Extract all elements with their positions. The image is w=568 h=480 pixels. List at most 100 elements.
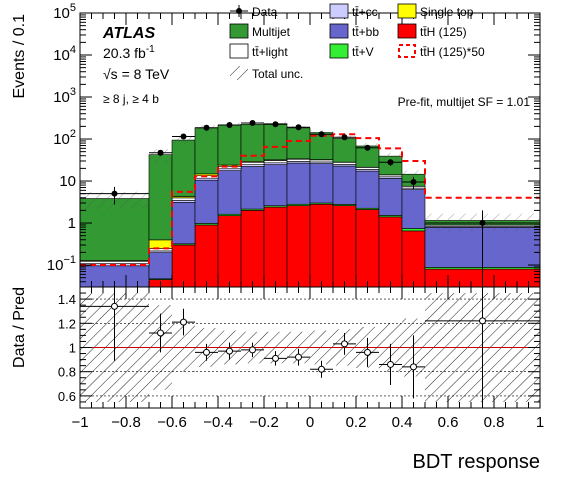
x-tick-label: −0.4: [203, 414, 233, 431]
stack-layer-0: [148, 203, 540, 287]
legend-label: tt̄H (125): [420, 25, 467, 39]
data-marker: [341, 134, 348, 141]
data-point: [287, 124, 310, 131]
legend-swatch: [229, 23, 249, 39]
ratio-marker: [226, 347, 233, 355]
x-tick-label: 1: [536, 414, 544, 431]
ratio-point: [310, 360, 333, 378]
total-unc-hatch: [379, 152, 402, 161]
legend-entry: tt̄+bb: [329, 23, 379, 39]
legend-swatch: [229, 43, 249, 59]
legend-entry: Total unc.: [230, 66, 303, 81]
y-axis-label-ratio: Data / Pred: [11, 287, 28, 368]
legend-swatch: [329, 3, 349, 19]
stack-bar: [194, 179, 219, 224]
stack-bar: [355, 170, 380, 209]
ratio-marker: [479, 317, 486, 325]
y-tick-label: 104: [53, 44, 76, 64]
data-marker: [295, 124, 302, 131]
ratio-point: [356, 337, 379, 367]
y-tick-label: 103: [53, 86, 76, 106]
y-axis-label-main: Events / 0.1: [11, 14, 28, 99]
y-tick-label: 105: [53, 2, 76, 22]
x-axis-label: BDT response: [413, 451, 540, 473]
legend-label: tt̄+bb: [352, 25, 379, 39]
y-tick-label-base: 10: [47, 257, 64, 274]
data-point: [172, 133, 195, 140]
stack-bar: [332, 162, 357, 165]
ratio-marker: [318, 365, 325, 373]
data-marker: [249, 120, 256, 127]
y-tick-label-base: 10: [53, 47, 70, 64]
ratio-point: [287, 348, 310, 366]
data-point: [333, 134, 356, 141]
prefit-label: Pre-fit, multijet SF = 1.01: [398, 95, 531, 109]
stack-bar: [378, 216, 403, 287]
ratio-y-tick-label: 0.6: [58, 389, 76, 404]
stack-bar: [148, 252, 173, 280]
ratio-point: [264, 351, 287, 366]
stack-bar: [263, 164, 288, 207]
legend-label: Single top: [420, 5, 474, 19]
ratio-point: [425, 287, 540, 408]
legend-swatch: [329, 43, 349, 59]
lumi-label: 20.3 fb-1: [103, 44, 155, 61]
ratio-marker: [295, 353, 302, 361]
ratio-marker: [157, 329, 164, 337]
y-tick-label-exp: 3: [70, 86, 76, 98]
x-tick-label: −0.6: [157, 414, 187, 431]
stack-bar: [286, 158, 311, 162]
legend-entry: Multijet: [229, 23, 291, 39]
legend-swatch: [397, 23, 417, 39]
ratio-point: [402, 335, 425, 399]
x-tick-label: 0.6: [438, 414, 459, 431]
stack-bar: [217, 170, 242, 215]
ratio-marker: [364, 348, 371, 356]
ratio-point: [149, 313, 172, 353]
stack-bar: [263, 123, 288, 161]
stack-bar: [309, 159, 334, 163]
ratio-point: [333, 332, 356, 355]
stack-bar: [171, 139, 196, 197]
legend-label: tt̄H (125)*50: [420, 45, 485, 59]
ratio-y-tick-label: 1: [69, 341, 76, 356]
total-unc-hatch: [402, 170, 425, 180]
selection-label: ≥ 8 j, ≥ 4 b: [103, 92, 159, 106]
data-point: [149, 149, 172, 156]
stack-bar: [171, 197, 196, 201]
data-marker: [226, 122, 233, 129]
annotations: ATLAS 20.3 fb-1 √s = 8 TeV ≥ 8 j, ≥ 4 b …: [11, 14, 540, 473]
legend-label: tt̄+cc: [352, 5, 378, 19]
data-point: [218, 122, 241, 129]
y-tick-label-base: 10: [53, 89, 70, 106]
ratio-marker: [387, 360, 394, 368]
stack-bar: [240, 210, 265, 287]
stack-bar: [240, 166, 265, 210]
ratio-marker: [203, 348, 210, 356]
y-tick-label-base: 10: [53, 5, 70, 22]
y-tick-label: 1: [68, 215, 76, 232]
data-point: [356, 144, 379, 151]
ratio-marker: [111, 302, 118, 310]
stack-bar: [355, 209, 380, 287]
legend: Data tt̄+cc Single top Multijet tt̄+bb tt̄H (…: [229, 3, 485, 81]
ratio-point: [241, 342, 264, 358]
x-tick-label: 0: [306, 414, 314, 431]
data-marker: [387, 159, 394, 166]
ratio-marker: [341, 340, 348, 348]
legend-entry: tt̄H (125): [397, 23, 467, 39]
ratio-point: [379, 343, 402, 386]
stack-bar: [171, 201, 196, 245]
data-marker: [111, 190, 118, 197]
x-tick-label: −0.2: [249, 414, 279, 431]
signal-x50-line: [80, 133, 540, 267]
x-tick-label: 0.4: [392, 414, 413, 431]
y-tick-label-base: 10: [53, 131, 70, 148]
main-overlay: [80, 120, 540, 287]
stack-bar: [401, 230, 426, 287]
ratio-marker: [410, 363, 417, 371]
data-point: [80, 186, 149, 205]
ratio-point: [80, 287, 149, 361]
